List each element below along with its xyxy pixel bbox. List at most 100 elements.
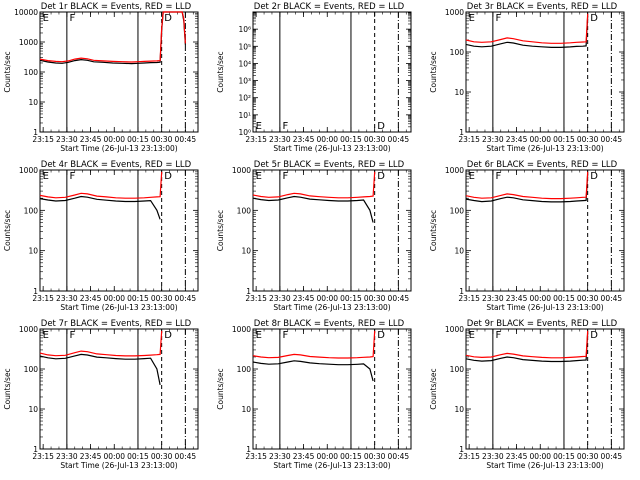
x-axis-label: Start Time (26-Jul-13 23:13:00) bbox=[60, 461, 177, 470]
x-axis-label: Start Time (26-Jul-13 23:13:00) bbox=[486, 461, 603, 470]
y-axis-label: Counts/sec bbox=[429, 368, 438, 409]
x-tick-label: 23:45 bbox=[293, 294, 315, 303]
x-tick-label: 00:15 bbox=[340, 135, 362, 144]
plot-frame bbox=[252, 169, 412, 292]
series-events bbox=[39, 195, 161, 220]
x-tick-label: 00:45 bbox=[388, 294, 410, 303]
annotation-f: F bbox=[282, 171, 288, 182]
x-tick-label: 00:15 bbox=[340, 452, 362, 461]
y-tick-label: 1 bbox=[459, 128, 464, 137]
series-lld bbox=[465, 13, 589, 44]
annotation-f: F bbox=[495, 171, 501, 182]
y-tick-label: 10¹ bbox=[238, 111, 251, 120]
y-tick-label: 100 bbox=[450, 48, 465, 57]
annotation-d: D bbox=[590, 330, 598, 341]
x-tick-label: 23:30 bbox=[269, 294, 291, 303]
x-tick-label: 00:00 bbox=[529, 135, 551, 144]
annotation-d: D bbox=[164, 330, 172, 341]
annotation-d: D bbox=[164, 13, 172, 24]
y-tick-label: 1 bbox=[33, 128, 38, 137]
x-tick-label: 00:15 bbox=[340, 294, 362, 303]
y-tick-label: 1 bbox=[33, 287, 38, 296]
y-tick-label: 10⁶ bbox=[238, 25, 251, 34]
y-tick-label: 100 bbox=[450, 365, 465, 374]
x-tick-label: 23:15 bbox=[245, 294, 267, 303]
x-tick-label: 23:45 bbox=[293, 135, 315, 144]
series-events bbox=[252, 195, 374, 223]
annotation-e: E bbox=[256, 330, 262, 341]
y-tick-label: 10000 bbox=[14, 8, 38, 17]
series-lld bbox=[465, 330, 589, 359]
x-tick-label: 23:15 bbox=[245, 135, 267, 144]
y-tick-label: 10³ bbox=[238, 77, 251, 86]
x-tick-label: 23:15 bbox=[458, 452, 480, 461]
series-events bbox=[252, 360, 374, 382]
panel-6: Det 6r BLACK = Events, RED = LLD 1 10 100 10… bbox=[429, 160, 625, 312]
x-tick-label: 23:15 bbox=[245, 452, 267, 461]
x-tick-label: 00:45 bbox=[175, 452, 197, 461]
x-tick-label: 00:30 bbox=[577, 135, 599, 144]
x-tick-label: 00:15 bbox=[127, 135, 149, 144]
annotation-e: E bbox=[43, 171, 49, 182]
x-tick-label: 23:30 bbox=[56, 452, 78, 461]
x-tick-label: 00:15 bbox=[553, 452, 575, 461]
x-tick-label: 00:15 bbox=[127, 294, 149, 303]
plot-frame bbox=[465, 11, 625, 133]
annotation-f: F bbox=[495, 330, 501, 341]
plot-frame bbox=[39, 11, 199, 133]
annotation-f: F bbox=[282, 121, 288, 132]
x-tick-label: 23:30 bbox=[482, 452, 504, 461]
x-tick-label: 23:45 bbox=[506, 135, 528, 144]
annotation-d: D bbox=[164, 171, 172, 182]
plot-frame bbox=[252, 328, 412, 450]
plot-frame bbox=[252, 11, 412, 133]
x-tick-label: 23:15 bbox=[458, 294, 480, 303]
annotation-d: D bbox=[590, 171, 598, 182]
y-tick-label: 1 bbox=[459, 287, 464, 296]
annotation-f: F bbox=[69, 330, 75, 341]
series-events bbox=[465, 332, 589, 363]
y-tick-label: 10 bbox=[454, 88, 464, 97]
series-events bbox=[39, 353, 161, 386]
y-tick-label: 1 bbox=[459, 445, 464, 454]
x-tick-label: 23:45 bbox=[506, 452, 528, 461]
y-tick-label: 1000 bbox=[445, 166, 464, 175]
x-tick-label: 00:30 bbox=[577, 452, 599, 461]
panel-title: Det 6r BLACK = Events, RED = LLD bbox=[467, 160, 618, 170]
panel-title: Det 1r BLACK = Events, RED = LLD bbox=[41, 2, 192, 12]
x-tick-label: 00:45 bbox=[388, 452, 410, 461]
x-tick-label: 00:00 bbox=[316, 452, 338, 461]
annotation-e: E bbox=[469, 330, 475, 341]
x-tick-label: 00:15 bbox=[553, 294, 575, 303]
panel-1: Det 1r BLACK = Events, RED = LLD 1 10 100 10… bbox=[3, 2, 199, 153]
annotation-f: F bbox=[282, 330, 288, 341]
y-tick-label: 10⁵ bbox=[238, 42, 251, 51]
x-tick-label: 00:00 bbox=[316, 135, 338, 144]
panel-title: Det 3r BLACK = Events, RED = LLD bbox=[467, 2, 618, 12]
panel-title: Det 7r BLACK = Events, RED = LLD bbox=[41, 319, 192, 329]
x-tick-label: 23:30 bbox=[482, 135, 504, 144]
y-tick-label: 1000 bbox=[19, 325, 38, 334]
x-axis-label: Start Time (26-Jul-13 23:13:00) bbox=[60, 303, 177, 312]
y-tick-label: 1000 bbox=[445, 325, 464, 334]
y-tick-label: 100 bbox=[450, 206, 465, 215]
y-tick-label: 100 bbox=[237, 365, 252, 374]
annotation-e: E bbox=[469, 171, 475, 182]
y-tick-label: 10⁰ bbox=[238, 128, 251, 137]
x-tick-label: 00:45 bbox=[388, 135, 410, 144]
series-lld bbox=[39, 11, 186, 63]
y-tick-label: 1 bbox=[33, 445, 38, 454]
x-tick-label: 00:15 bbox=[127, 452, 149, 461]
panel-2: Det 2r BLACK = Events, RED = LLD 10⁰ 10¹ 10… bbox=[216, 2, 412, 153]
x-axis-label: Start Time (26-Jul-13 23:13:00) bbox=[273, 461, 390, 470]
x-tick-label: 23:30 bbox=[56, 135, 78, 144]
x-axis-label: Start Time (26-Jul-13 23:13:00) bbox=[273, 144, 390, 153]
x-tick-label: 00:45 bbox=[601, 452, 623, 461]
annotation-f: F bbox=[69, 171, 75, 182]
panel-8: Det 8r BLACK = Events, RED = LLD 1 10 100 10… bbox=[216, 319, 412, 470]
x-tick-label: 23:45 bbox=[506, 294, 528, 303]
x-tick-label: 23:30 bbox=[482, 294, 504, 303]
series-lld bbox=[252, 171, 376, 199]
x-tick-label: 00:00 bbox=[103, 452, 125, 461]
x-tick-label: 00:45 bbox=[175, 135, 197, 144]
